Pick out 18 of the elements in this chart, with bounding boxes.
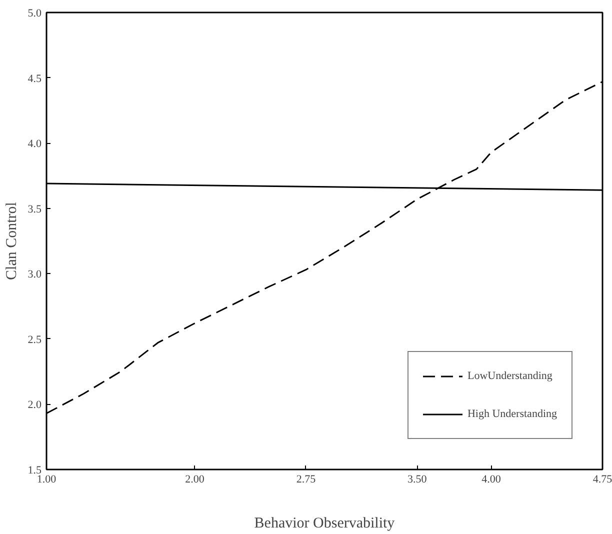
y-tick-label: 5.0 [28,8,42,20]
x-tick-label: 2.00 [185,474,205,486]
y-tick-label: 1.5 [28,464,42,476]
y-tick-label: 3.5 [28,203,42,216]
legend-label: High Understanding [467,408,557,420]
legend-label: LowUnderstanding [467,370,552,382]
x-tick-label: 4.75 [592,474,612,486]
y-tick-label: 2.5 [28,334,42,346]
y-axis-title: Clan Control [4,202,20,280]
x-tick-label: 2.75 [296,474,316,486]
x-tick-label: 1.00 [36,474,57,486]
x-tick-label: 4.00 [482,474,502,486]
x-axis-title: Behavior Observability [254,516,396,532]
y-tick-label: 3.0 [28,268,42,281]
y-tick-label: 2.0 [28,399,42,412]
y-tick-label: 4.5 [28,72,42,85]
x-tick-label: 3.50 [408,474,428,486]
y-tick-label: 4.0 [28,138,42,150]
